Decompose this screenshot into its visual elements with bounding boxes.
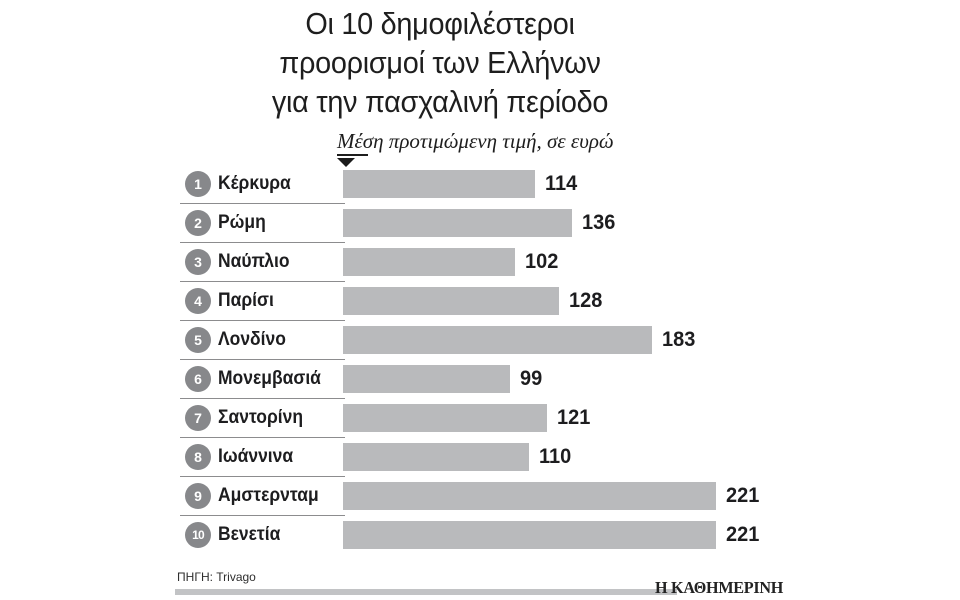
chart-row: 6 Μονεμβασιά 99 <box>175 365 795 404</box>
destination-label: Αμστερνταμ <box>218 485 319 506</box>
value-bar <box>343 170 535 198</box>
value-text: 183 <box>662 328 696 351</box>
rank-badge: 5 <box>185 327 211 353</box>
row-separator <box>180 476 345 477</box>
row-separator <box>180 242 345 243</box>
chart-row: 2 Ρώμη 136 <box>175 209 795 248</box>
value-bar <box>343 287 559 315</box>
value-text: 102 <box>525 250 559 273</box>
footer-rule <box>175 589 677 595</box>
chart-row: 4 Παρίσι 128 <box>175 287 795 326</box>
chart-row: 3 Ναύπλιο 102 <box>175 248 795 287</box>
destination-label: Ναύπλιο <box>218 251 290 272</box>
destination-label: Παρίσι <box>218 290 274 311</box>
rank-badge: 7 <box>185 405 211 431</box>
triangle-down-icon <box>337 158 355 167</box>
destination-label: Ρώμη <box>218 212 266 233</box>
value-bar <box>343 365 510 393</box>
value-text: 128 <box>569 289 603 312</box>
rank-badge: 2 <box>185 210 211 236</box>
chart-row: 1 Κέρκυρα 114 <box>175 170 795 209</box>
rank-badge: 1 <box>185 171 211 197</box>
chart-row: 5 Λονδίνο 183 <box>175 326 795 365</box>
row-separator <box>180 320 345 321</box>
value-bar <box>343 521 716 549</box>
publisher-logo: Η ΚΑΘΗΜΕΡΙΝΗ <box>655 578 783 597</box>
chart-title-line2: προορισμοί των Ελλήνων <box>279 45 601 80</box>
chart-row: 8 Ιωάννινα 110 <box>175 443 795 482</box>
rank-badge: 8 <box>185 444 211 470</box>
value-axis-label: Μέση προτιμώμενη τιμή, σε ευρώ <box>337 129 614 153</box>
value-bar <box>343 443 529 471</box>
value-text: 136 <box>582 211 616 234</box>
value-text: 114 <box>545 172 578 195</box>
chart-title-line3: για την πασχαλινή περίοδο <box>271 84 609 119</box>
chart-rows: 1 Κέρκυρα 114 2 Ρώμη 136 3 Ναύπλιο 102 4… <box>175 170 795 560</box>
destination-label: Σαντορίνη <box>218 407 304 428</box>
value-bar <box>343 482 716 510</box>
chart-row: 10 Βενετία 221 <box>175 521 795 560</box>
value-bar <box>343 326 652 354</box>
row-separator <box>180 281 345 282</box>
value-text: 110 <box>539 445 572 468</box>
source-credit: ΠΗΓΗ: Trivago <box>177 570 256 584</box>
row-separator <box>180 359 345 360</box>
chart-row: 7 Σαντορίνη 121 <box>175 404 795 443</box>
destination-label: Βενετία <box>218 524 281 545</box>
row-separator <box>180 203 345 204</box>
rank-badge: 3 <box>185 249 211 275</box>
destination-label: Μονεμβασιά <box>218 368 321 389</box>
value-bar <box>343 209 572 237</box>
rank-badge: 4 <box>185 288 211 314</box>
value-text: 221 <box>726 523 760 546</box>
subtitle-underline <box>337 154 368 156</box>
destination-label: Λονδίνο <box>218 329 286 350</box>
row-separator <box>180 437 345 438</box>
row-separator <box>180 515 345 516</box>
destination-label: Κέρκυρα <box>218 173 291 194</box>
chart-title-line1: Οι 10 δημοφιλέστεροι <box>305 6 575 41</box>
rank-badge: 9 <box>185 483 211 509</box>
rank-badge: 6 <box>185 366 211 392</box>
chart-row: 9 Αμστερνταμ 221 <box>175 482 795 521</box>
chart-title: Οι 10 δημοφιλέστεροι προορισμοί των Ελλή… <box>161 4 719 121</box>
value-text: 221 <box>726 484 760 507</box>
value-text: 121 <box>557 406 591 429</box>
row-separator <box>180 398 345 399</box>
value-text: 99 <box>520 367 543 390</box>
value-bar <box>343 248 515 276</box>
destination-label: Ιωάννινα <box>218 446 294 467</box>
value-bar <box>343 404 547 432</box>
rank-badge: 10 <box>185 522 211 548</box>
